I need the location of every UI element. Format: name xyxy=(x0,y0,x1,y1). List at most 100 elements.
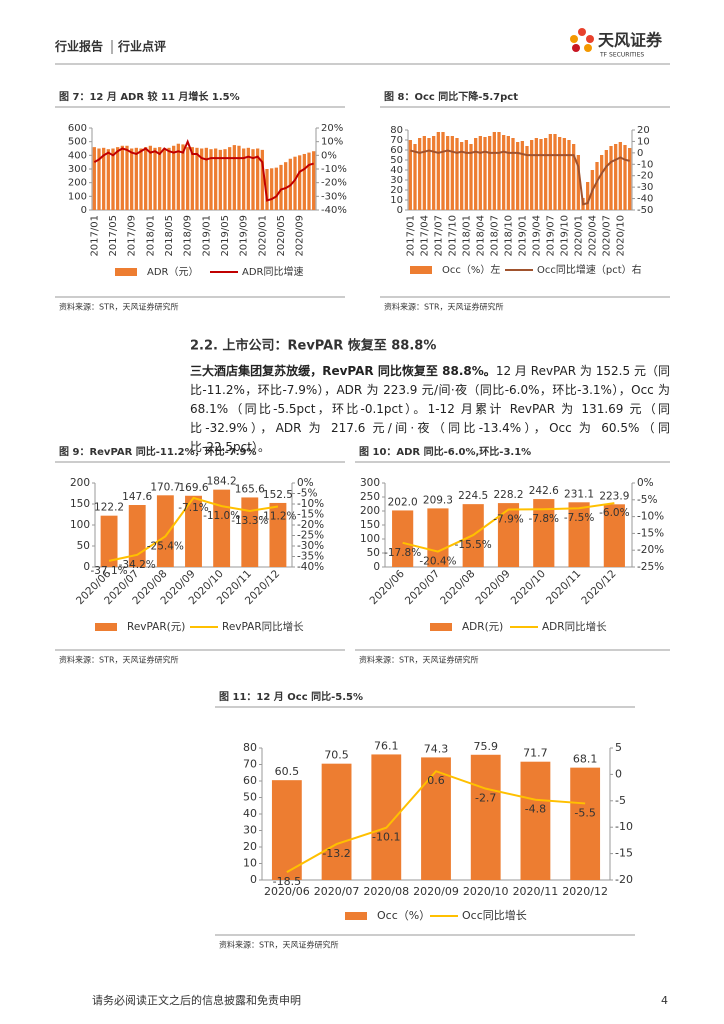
figure-caption: 图 10：ADR 同比-6.0%,环比-3.1% xyxy=(359,445,531,458)
bar xyxy=(265,169,269,210)
data-label: -15.5% xyxy=(455,539,492,551)
data-label: -2.7 xyxy=(475,792,496,805)
bar xyxy=(502,135,506,210)
bar xyxy=(464,140,468,210)
bar xyxy=(195,147,199,210)
y2-tick-label: -15% xyxy=(637,527,664,539)
y2-tick-label: -30% xyxy=(297,540,324,552)
y-tick-label: 40 xyxy=(243,807,257,820)
legend-label: ADR同比增速 xyxy=(242,265,304,278)
bar xyxy=(558,137,562,210)
bar xyxy=(450,136,454,210)
y-tick-label: 500 xyxy=(68,137,87,148)
paragraph-body: 12 月 RevPAR 为 152.5 元（同比-11.2%，环比-7.9%），… xyxy=(190,364,670,454)
x-tick-label: 2019/05 xyxy=(220,215,231,257)
x-tick-label: 2018/07 xyxy=(489,215,500,257)
x-tick-label: 2020/09 xyxy=(413,885,459,898)
x-tick-label: 2020/11 xyxy=(513,885,559,898)
data-label: 224.5 xyxy=(458,490,488,502)
bar xyxy=(586,182,590,210)
x-tick-label: 2020/12 xyxy=(579,568,618,607)
data-label: 242.6 xyxy=(529,485,559,497)
x-tick-label: 2017/04 xyxy=(419,215,430,257)
bar xyxy=(97,148,101,210)
x-tick-label: 2019/10 xyxy=(559,215,570,257)
y-tick-label: 400 xyxy=(68,150,87,161)
bar xyxy=(185,495,202,567)
bar xyxy=(497,503,520,567)
data-label: -13.2 xyxy=(322,847,350,860)
bar xyxy=(474,138,478,210)
x-tick-label: 2020/07 xyxy=(601,215,612,257)
bar xyxy=(251,149,255,210)
bar xyxy=(533,499,555,567)
bar xyxy=(478,136,482,210)
bar xyxy=(228,147,232,210)
x-tick-label: 2019/01 xyxy=(517,215,528,257)
y-tick-label: 80 xyxy=(390,125,403,136)
x-tick-label: 2020/12 xyxy=(562,885,608,898)
data-label: 147.6 xyxy=(122,491,152,503)
y2-tick-label: -10% xyxy=(321,164,347,175)
y-tick-label: 150 xyxy=(360,519,380,531)
x-tick-label: 2018/01 xyxy=(461,215,472,257)
y2-tick-label: -15 xyxy=(615,847,633,860)
y2-tick-label: -30 xyxy=(637,182,653,193)
bar xyxy=(181,144,185,210)
bar xyxy=(392,510,414,567)
y2-tick-label: -5 xyxy=(615,794,626,807)
legend-label: RevPAR同比增长 xyxy=(222,620,304,633)
bar xyxy=(427,508,449,567)
x-tick-label: 2017/09 xyxy=(127,215,138,257)
y2-tick-label: -20 xyxy=(637,171,653,182)
line xyxy=(402,502,615,553)
x-tick-label: 2019/01 xyxy=(201,215,212,257)
figure-source: 资料来源：STR，天风证券研究所 xyxy=(384,302,504,312)
x-tick-label: 2020/04 xyxy=(587,215,598,257)
y-tick-label: 50 xyxy=(390,155,403,166)
line xyxy=(410,149,630,206)
bar xyxy=(186,147,190,210)
y-tick-label: 0 xyxy=(83,561,90,573)
y-tick-label: 150 xyxy=(70,498,90,510)
bar xyxy=(190,147,194,210)
bar xyxy=(460,142,464,210)
bar xyxy=(128,505,146,567)
data-label: 71.7 xyxy=(523,747,548,760)
x-tick-label: 2020/10 xyxy=(463,885,509,898)
x-tick-label: 2017/05 xyxy=(108,215,119,257)
data-label: -25.4% xyxy=(147,540,184,552)
data-label: 184.2 xyxy=(207,476,237,488)
x-tick-label: 2020/07 xyxy=(403,568,442,607)
data-label: 76.1 xyxy=(374,739,399,752)
bar xyxy=(576,155,580,210)
x-tick-label: 2020/06 xyxy=(264,885,310,898)
data-label: -10.1 xyxy=(372,831,400,844)
data-label: 170.7 xyxy=(150,481,180,493)
x-tick-label: 2020/08 xyxy=(363,885,409,898)
bar xyxy=(525,146,529,210)
y2-tick-label: -5% xyxy=(637,494,657,506)
y-tick-label: 300 xyxy=(360,477,380,489)
data-label: -7.8% xyxy=(529,513,559,525)
y2-tick-label: -10% xyxy=(637,511,664,523)
y2-tick-label: -35% xyxy=(297,551,324,563)
bar xyxy=(271,780,302,880)
bar xyxy=(441,132,445,210)
bar xyxy=(204,147,208,210)
bar xyxy=(483,137,487,210)
data-label: 122.2 xyxy=(94,502,124,514)
bar xyxy=(139,148,143,210)
y2-tick-label: 20% xyxy=(321,123,343,134)
x-tick-label: 2017/07 xyxy=(433,215,444,257)
y-tick-label: 100 xyxy=(70,519,90,531)
line xyxy=(108,496,279,562)
bar xyxy=(572,144,576,210)
bar xyxy=(446,136,450,210)
figure-caption: 图 7：12 月 ADR 较 11 月增长 1.5% xyxy=(59,90,240,103)
bar xyxy=(570,767,601,880)
bar xyxy=(214,148,218,210)
bar xyxy=(421,757,451,880)
y2-tick-label: -40 xyxy=(637,194,653,205)
